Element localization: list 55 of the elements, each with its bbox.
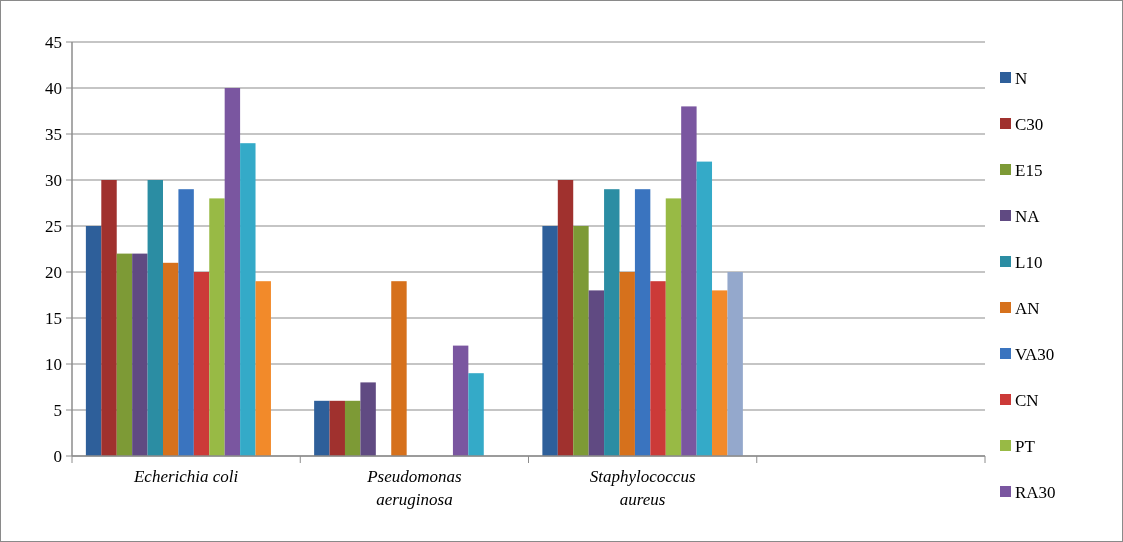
bar (240, 143, 256, 456)
x-tick-label: Echerichia coli (132, 467, 239, 486)
y-tick-label: 10 (45, 354, 62, 374)
bar (132, 253, 148, 456)
bar (557, 180, 574, 456)
legend-label: AN (1015, 298, 1040, 318)
y-tick-label: 45 (45, 32, 62, 52)
bar (452, 345, 469, 456)
bar (224, 88, 241, 456)
y-tick-label: 30 (45, 170, 62, 190)
bar (101, 180, 117, 456)
bar (712, 290, 728, 456)
y-tick-label: 5 (53, 400, 62, 420)
y-tick-label: 15 (45, 308, 62, 328)
bar (468, 373, 484, 456)
y-tick-label: 35 (45, 124, 62, 144)
bar (255, 281, 271, 456)
legend-label: L10 (1015, 252, 1043, 272)
bar (619, 272, 635, 456)
bar (588, 290, 605, 456)
bar (542, 226, 558, 456)
legend-label: RA30 (1015, 482, 1056, 502)
bar (634, 189, 651, 456)
bar (650, 281, 666, 456)
bar (329, 400, 345, 456)
bar (193, 272, 210, 456)
bar (665, 198, 682, 456)
legend-label: C30 (1015, 114, 1044, 134)
bar (147, 180, 163, 456)
bar (178, 189, 194, 456)
bar (681, 106, 697, 456)
y-tick-label: 25 (45, 216, 62, 236)
legend-label: CN (1015, 390, 1039, 410)
x-tick-label: Pseudomonas aeruginosa (366, 467, 462, 509)
x-tick-label: Staphylococcus aureus (589, 467, 696, 509)
bar (604, 189, 620, 456)
y-tick-label: 40 (45, 78, 62, 98)
y-tick-label: 20 (45, 262, 62, 282)
bar (314, 400, 330, 456)
bar (573, 226, 589, 456)
legend-label: E15 (1015, 160, 1043, 180)
bar (391, 281, 407, 456)
bar (696, 161, 713, 456)
y-tick-label: 0 (53, 446, 62, 466)
bar (209, 198, 225, 456)
bar (344, 400, 361, 456)
legend-label: N (1015, 68, 1028, 88)
bar (85, 226, 102, 456)
bar (360, 382, 376, 456)
legend-label: NA (1015, 206, 1041, 226)
legend-label: VA30 (1015, 344, 1055, 364)
legend-label: PT (1015, 436, 1036, 456)
bar (116, 253, 133, 456)
bar (727, 272, 743, 456)
bar (162, 262, 179, 456)
